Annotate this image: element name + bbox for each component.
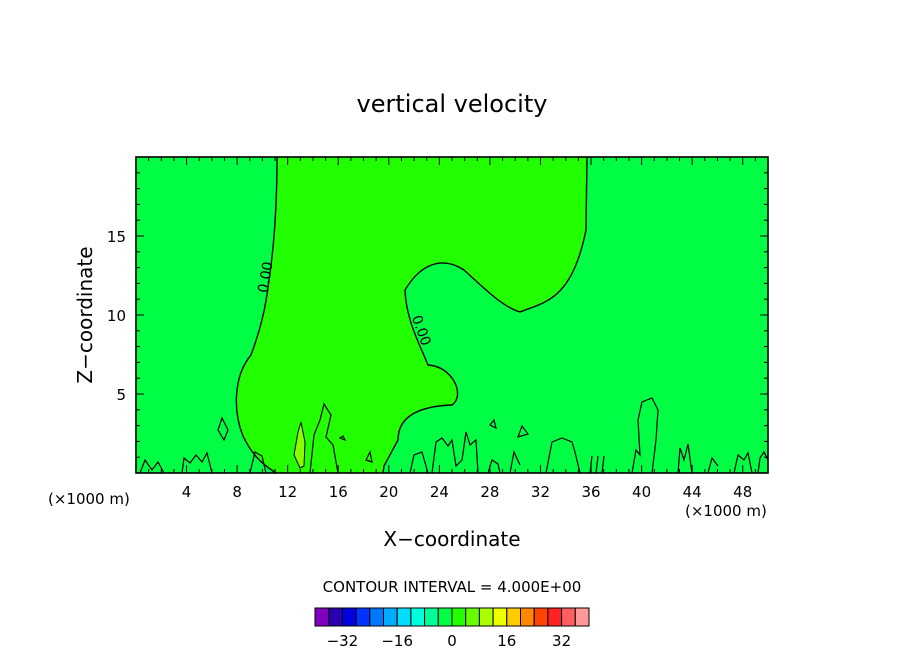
x-tick-label: 4 [182,483,192,501]
colorbar-swatch [328,607,343,627]
x-tick-label: 32 [531,483,550,501]
colorbar-swatch [437,607,453,627]
colorbar-swatch [369,607,384,627]
colorbar-swatch [465,607,480,627]
colorbar-swatch [396,607,412,627]
contour-zero-left [235,156,278,474]
contour-label: 0.00 [255,261,276,294]
x-unit-label-right: (×1000 m) [685,502,767,520]
y-tick-label: 5 [116,386,126,404]
x-tick-label: 24 [430,483,449,501]
colorbar-tick-label: −32 [327,632,359,650]
colorbar-tick-label: −16 [381,632,413,650]
colorbar-swatch [492,607,508,627]
x-tick-label: 44 [683,483,702,501]
contour-interval-text: CONTOUR INTERVAL = 4.000E+00 [323,578,582,596]
colorbar-swatch [520,607,535,627]
colorbar-swatch [478,607,494,627]
colorbar-swatch [547,607,563,627]
x-tick-label: 12 [278,483,297,501]
positive-region [236,157,587,473]
colorbar-swatch [314,607,330,627]
x-unit-label-left: (×1000 m) [48,490,130,508]
y-tick-label: 15 [107,228,126,246]
x-tick-label: 8 [232,483,242,501]
y-tick-label: 10 [107,307,126,325]
colorbar-tick-label: 32 [552,632,571,650]
x-axis-label: X−coordinate [383,527,520,551]
contour-zero-middle [382,156,588,474]
colorbar-swatch [533,607,549,627]
contour-noise-bottom [139,397,769,474]
x-tick-label: 36 [581,483,600,501]
x-tick-label: 28 [480,483,499,501]
colorbar-swatch [506,607,521,627]
colorbar-swatch [410,607,426,627]
colorbar-swatch [424,607,439,627]
x-tick-label: 48 [733,483,752,501]
colorbar-swatch [451,607,467,627]
small-positive-blob [293,421,306,469]
colorbar-tick-label: 16 [497,632,516,650]
colorbar: −32 −16 0 16 32 [314,607,590,650]
colorbar-swatch [355,607,371,627]
colorbar-swatch [561,607,576,627]
y-axis-label: Z−coordinate [73,246,97,383]
colorbar-tick-label: 0 [447,632,457,650]
x-tick-label: 40 [632,483,651,501]
colorbar-swatch [341,607,357,627]
x-tick-label: 20 [379,483,398,501]
colorbar-swatch [574,607,590,627]
colorbar-swatch [383,607,398,627]
chart-title: vertical velocity [357,90,548,118]
x-tick-label: 16 [329,483,348,501]
